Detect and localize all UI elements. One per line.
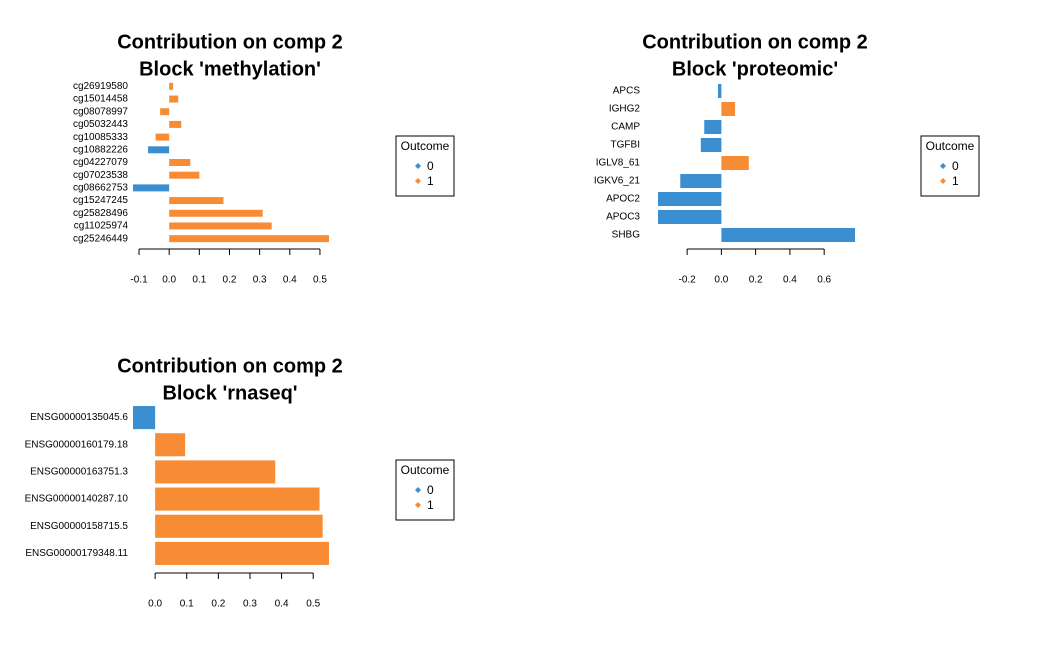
bar — [160, 108, 170, 116]
y-tick-label: cg05032443 — [73, 119, 128, 130]
y-tick-label: ENSG00000179348.11 — [25, 548, 128, 559]
x-tick-label: 0.1 — [192, 275, 206, 286]
y-tick-label: ENSG00000140287.10 — [25, 494, 129, 505]
x-tick-label: 0.5 — [306, 599, 320, 610]
legend-marker — [415, 163, 421, 169]
y-tick-label: TGFBI — [611, 140, 640, 151]
legend-label: 0 — [427, 159, 434, 173]
legend-title: Outcome — [401, 139, 450, 153]
y-tick-label: cg11025974 — [74, 221, 129, 232]
legend-label: 1 — [427, 498, 434, 512]
legend-label: 0 — [952, 159, 959, 173]
y-tick-label: IGKV6_21 — [594, 176, 641, 187]
legend-label: 1 — [427, 174, 434, 188]
bar — [717, 83, 722, 99]
bar — [169, 159, 191, 166]
chart-subtitle: Block 'proteomic' — [672, 58, 838, 80]
y-tick-label: APOC2 — [606, 194, 640, 205]
bar — [658, 209, 722, 225]
bar — [155, 133, 170, 141]
bar — [680, 173, 722, 189]
bar — [133, 406, 156, 430]
y-tick-label: ENSG00000163751.3 — [30, 467, 128, 478]
legend-marker — [940, 178, 946, 184]
y-tick-label: CAMP — [611, 122, 640, 133]
x-tick-label: 0.4 — [275, 599, 289, 610]
legend-marker — [415, 178, 421, 184]
bar — [155, 487, 320, 511]
x-tick-label: 0.3 — [253, 275, 267, 286]
bar — [658, 191, 722, 207]
y-tick-label: ENSG00000160179.18 — [25, 439, 129, 450]
x-tick-label: 0.2 — [223, 275, 237, 286]
legend-marker — [415, 487, 421, 493]
bar — [700, 137, 722, 153]
y-tick-label: APOC3 — [606, 212, 640, 223]
bar — [155, 514, 323, 538]
chart-subtitle: Block 'rnaseq' — [162, 382, 297, 404]
bar — [169, 95, 179, 103]
chart-title: Contribution on comp 2 — [117, 31, 343, 53]
x-tick-label: 0.1 — [180, 599, 194, 610]
y-tick-label: cg25246449 — [73, 233, 128, 244]
y-tick-label: cg04227079 — [73, 157, 128, 168]
legend-marker — [415, 502, 421, 508]
legend-box — [395, 135, 455, 197]
legend-label: 1 — [952, 174, 959, 188]
x-tick-label: 0.0 — [148, 599, 162, 610]
x-tick-label: 0.2 — [749, 275, 763, 286]
y-tick-label: ENSG00000158715.5 — [30, 521, 128, 532]
bar — [133, 184, 170, 192]
chart-title: Contribution on comp 2 — [642, 31, 868, 53]
bar — [148, 146, 170, 154]
bar — [721, 155, 749, 171]
legend-marker — [940, 163, 946, 169]
bar — [155, 460, 276, 484]
legend-box — [920, 135, 980, 197]
y-tick-label: IGLV8_61 — [596, 158, 641, 169]
x-tick-label: 0.0 — [714, 275, 728, 286]
x-tick-label: 0.2 — [211, 599, 225, 610]
y-tick-label: cg25828496 — [73, 208, 128, 219]
bar — [169, 197, 224, 205]
y-tick-label: IGHG2 — [609, 104, 641, 115]
x-tick-label: -0.1 — [130, 275, 148, 286]
bar — [169, 222, 272, 230]
bar — [721, 101, 736, 117]
bar — [169, 171, 200, 179]
chart-subtitle: Block 'methylation' — [139, 58, 321, 80]
legend-label: 0 — [427, 483, 434, 497]
y-tick-label: cg10085333 — [73, 132, 128, 143]
y-tick-label: cg26919580 — [73, 81, 128, 92]
y-tick-label: cg07023538 — [73, 170, 128, 181]
x-tick-label: 0.5 — [313, 275, 327, 286]
x-tick-label: -0.2 — [679, 275, 697, 286]
x-tick-label: 0.4 — [283, 275, 297, 286]
bar — [721, 227, 855, 243]
y-tick-label: SHBG — [612, 230, 641, 241]
y-tick-label: cg15247245 — [73, 195, 128, 206]
y-tick-label: cg08662753 — [73, 183, 128, 194]
bar — [169, 120, 182, 128]
bar — [704, 119, 722, 135]
legend-box — [395, 459, 455, 521]
y-tick-label: cg10882226 — [73, 144, 128, 155]
bar — [155, 541, 329, 565]
bar — [155, 433, 186, 457]
x-tick-label: 0.3 — [243, 599, 257, 610]
bar — [169, 235, 329, 243]
x-tick-label: 0.0 — [162, 275, 176, 286]
chart-title: Contribution on comp 2 — [117, 355, 343, 377]
y-tick-label: ENSG00000135045.6 — [30, 412, 128, 423]
y-tick-label: cg15014458 — [73, 94, 128, 105]
legend-title: Outcome — [926, 139, 975, 153]
x-tick-label: 0.4 — [783, 275, 797, 286]
y-tick-label: APCS — [613, 86, 641, 97]
legend-title: Outcome — [401, 463, 450, 477]
bar — [169, 209, 263, 217]
y-tick-label: cg08078997 — [73, 106, 128, 117]
x-tick-label: 0.6 — [817, 275, 831, 286]
bar — [169, 82, 174, 90]
